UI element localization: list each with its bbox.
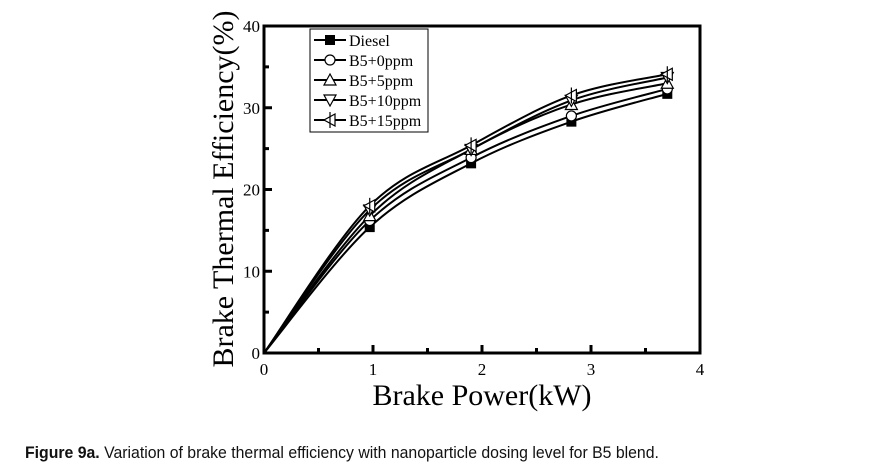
- x-axis-ticks: 0 1 2 3 4: [260, 345, 705, 379]
- y-tick-label: 10: [243, 262, 260, 281]
- legend-marker: [325, 35, 335, 45]
- series-lines: [263, 73, 668, 354]
- data-point: [660, 66, 673, 83]
- legend-label: B5+5ppm: [349, 73, 414, 90]
- y-tick-label: 40: [243, 17, 260, 36]
- legend-marker: [322, 72, 338, 86]
- y-tick-label: 0: [252, 344, 261, 363]
- series-line-b5-10ppm: [263, 76, 668, 354]
- y-tick-label: 30: [243, 99, 260, 118]
- x-tick-label: 1: [369, 360, 378, 379]
- figure-caption: Figure 9a. Variation of brake thermal ef…: [25, 443, 659, 463]
- y-axis-ticks: 0 10 20 30 40: [243, 17, 272, 363]
- legend-marker: [322, 94, 338, 108]
- x-axis-label: Brake Power(kW): [372, 379, 591, 412]
- caption-text: Variation of brake thermal efficiency wi…: [99, 443, 659, 462]
- series-line-diesel: [263, 92, 668, 354]
- data-point: [564, 87, 577, 104]
- legend-label: B5+10ppm: [349, 93, 422, 110]
- legend-item: B5+15ppm: [314, 112, 422, 130]
- data-point: [364, 222, 375, 233]
- series-line-b5-0ppm: [263, 87, 668, 354]
- x-tick-label: 0: [260, 360, 269, 379]
- legend-marker: [322, 112, 336, 128]
- legend-label: Diesel: [349, 33, 390, 50]
- caption-label: Figure 9a.: [25, 443, 100, 462]
- y-tick-label: 20: [243, 181, 260, 200]
- series-markers: [362, 66, 675, 233]
- y-axis-label: Brake Thermal Efficiency(%): [207, 10, 240, 367]
- data-point: [566, 116, 577, 127]
- x-tick-label: 2: [478, 360, 487, 379]
- data-point: [466, 158, 477, 169]
- legend-item: Diesel: [314, 33, 390, 50]
- x-tick-label: 3: [587, 360, 596, 379]
- legend-label: B5+0ppm: [349, 53, 414, 70]
- data-point: [463, 137, 477, 154]
- legend-label: B5+15ppm: [349, 113, 422, 130]
- legend-item: B5+5ppm: [314, 72, 414, 90]
- data-point: [362, 197, 376, 214]
- x-tick-label: 4: [696, 360, 705, 379]
- legend-item: B5+0ppm: [314, 53, 414, 70]
- data-point: [565, 110, 577, 122]
- series-line-b5-15ppm: [263, 73, 668, 354]
- legend-marker: [324, 54, 336, 66]
- legend: Diesel B5+0ppm B5+5ppm B5+10ppm B5+15ppm: [309, 28, 429, 133]
- legend-item: B5+10ppm: [314, 93, 422, 110]
